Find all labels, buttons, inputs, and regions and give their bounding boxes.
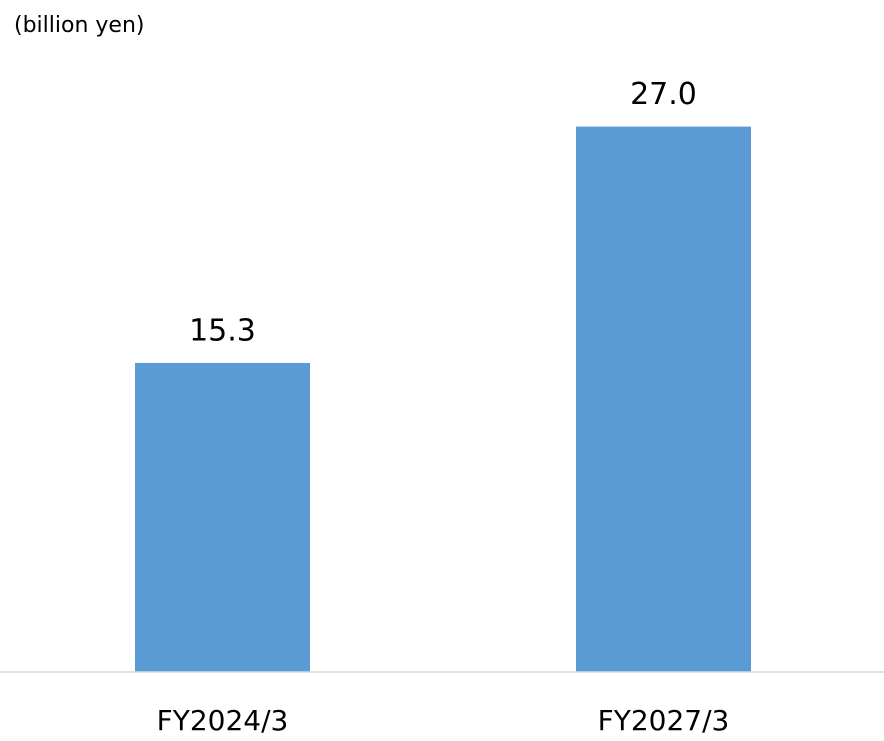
unit-label: (billion yen) <box>14 13 144 38</box>
value-label: 27.0 <box>630 77 697 112</box>
value-label: 15.3 <box>189 313 256 348</box>
x-tick-label: FY2027/3 <box>598 704 730 737</box>
bar <box>576 126 751 673</box>
bar <box>135 362 310 672</box>
x-tick-label: FY2024/3 <box>157 704 289 737</box>
